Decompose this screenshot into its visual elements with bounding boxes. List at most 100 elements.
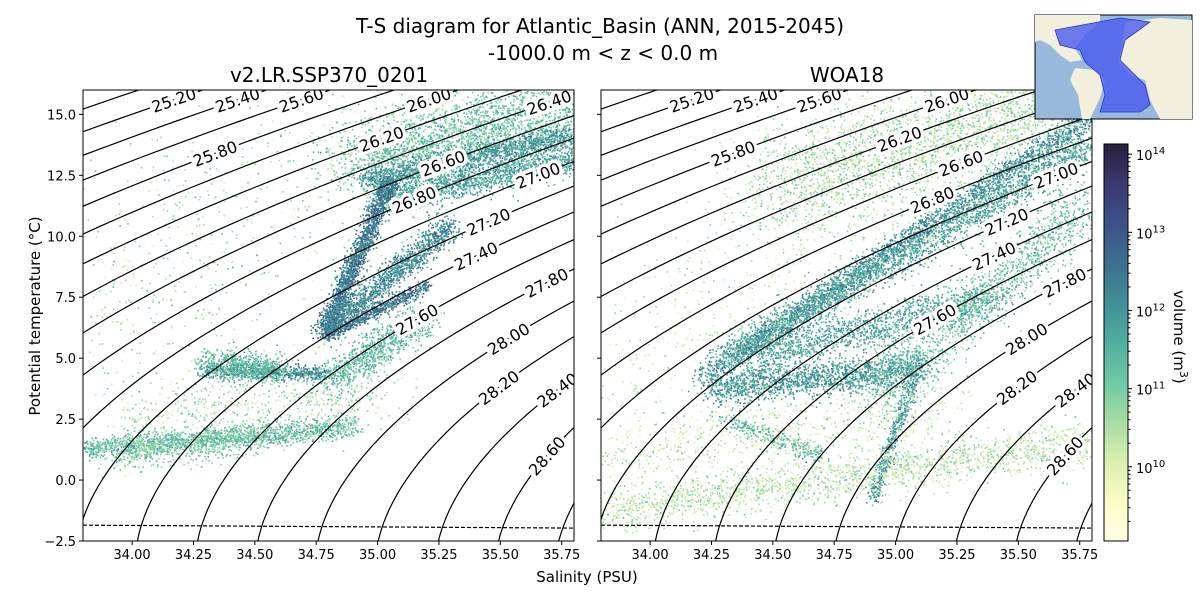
volume-bin <box>358 151 360 153</box>
volume-bin <box>410 133 412 135</box>
volume-bin <box>567 169 569 171</box>
volume-bin <box>498 112 500 114</box>
volume-bin <box>348 153 350 155</box>
volume-bin <box>532 92 534 94</box>
volume-bin <box>371 173 373 175</box>
volume-bin <box>472 158 474 160</box>
volume-bin <box>568 155 570 157</box>
volume-bin <box>339 146 341 148</box>
volume-bin <box>509 110 511 112</box>
volume-bin <box>535 153 537 155</box>
volume-bin <box>374 187 376 189</box>
volume-bin <box>536 132 538 134</box>
volume-bin <box>430 153 432 155</box>
volume-bin <box>554 148 556 150</box>
volume-bin <box>338 142 340 144</box>
volume-bin <box>523 160 525 162</box>
volume-bin <box>531 128 533 130</box>
volume-bin <box>440 181 442 183</box>
volume-bin <box>419 156 421 158</box>
volume-bin <box>359 153 361 155</box>
volume-bin <box>402 151 404 153</box>
volume-bin <box>524 92 526 94</box>
volume-bin <box>377 183 379 185</box>
volume-bin <box>472 143 474 145</box>
volume-bin <box>511 153 513 155</box>
volume-bin <box>505 174 507 176</box>
volume-bin <box>402 186 404 188</box>
volume-bin <box>495 173 497 175</box>
volume-bin <box>489 191 491 193</box>
volume-bin <box>511 147 513 149</box>
volume-bin <box>550 127 552 129</box>
volume-bin <box>479 182 481 184</box>
volume-bin <box>442 109 444 111</box>
volume-bin <box>498 123 500 125</box>
volume-bin <box>389 173 391 175</box>
volume-bin <box>445 147 447 149</box>
volume-bin <box>458 184 460 186</box>
volume-bin <box>515 96 517 98</box>
volume-bin <box>556 126 558 128</box>
volume-bin <box>498 176 500 178</box>
volume-bin <box>484 154 486 156</box>
volume-bin <box>374 173 376 175</box>
volume-bin <box>431 151 433 153</box>
volume-bin <box>382 173 384 175</box>
volume-bin <box>392 173 394 175</box>
volume-bin <box>456 113 458 115</box>
volume-bin <box>456 104 458 106</box>
volume-bin <box>455 127 457 129</box>
volume-bin <box>469 150 471 152</box>
volume-bin <box>460 129 462 131</box>
volume-bin <box>507 180 509 182</box>
volume-bin <box>490 177 492 179</box>
volume-bin <box>549 120 551 122</box>
volume-bin <box>409 134 411 136</box>
volume-bin <box>318 151 320 153</box>
volume-bin <box>446 116 448 118</box>
volume-bin <box>316 178 318 180</box>
volume-bin <box>459 183 461 185</box>
volume-bin <box>362 180 364 182</box>
volume-bin <box>368 170 370 172</box>
volume-bin <box>549 113 551 115</box>
volume-bin <box>392 104 394 106</box>
volume-bin <box>356 164 358 166</box>
volume-bin <box>460 125 462 127</box>
volume-bin <box>402 161 404 163</box>
volume-bin <box>571 121 573 123</box>
volume-bin <box>529 142 531 144</box>
volume-bin <box>510 157 512 159</box>
volume-bin <box>420 119 422 121</box>
volume-bin <box>514 147 516 149</box>
volume-bin <box>507 174 509 176</box>
volume-bin <box>485 163 487 165</box>
volume-bin <box>489 163 491 165</box>
volume-bin <box>422 116 424 118</box>
volume-bin <box>387 149 389 151</box>
volume-bin <box>341 167 343 169</box>
volume-bin <box>456 140 458 142</box>
volume-bin <box>485 151 487 153</box>
volume-bin <box>440 200 442 202</box>
volume-bin <box>470 132 472 134</box>
volume-bin <box>358 104 360 106</box>
volume-bin <box>392 164 394 166</box>
volume-bin <box>475 142 477 144</box>
volume-bin <box>522 141 524 143</box>
volume-bin <box>363 191 365 193</box>
volume-bin <box>448 190 450 192</box>
volume-bin <box>517 149 519 151</box>
volume-bin <box>520 150 522 152</box>
volume-bin <box>406 183 408 185</box>
volume-bin <box>503 134 505 136</box>
volume-bin <box>397 154 399 156</box>
volume-bin <box>401 189 403 191</box>
volume-bin <box>568 130 570 132</box>
volume-bin <box>513 141 515 143</box>
volume-bin <box>512 196 514 198</box>
volume-bin <box>555 146 557 148</box>
volume-bin <box>569 147 571 149</box>
volume-bin <box>425 140 427 142</box>
